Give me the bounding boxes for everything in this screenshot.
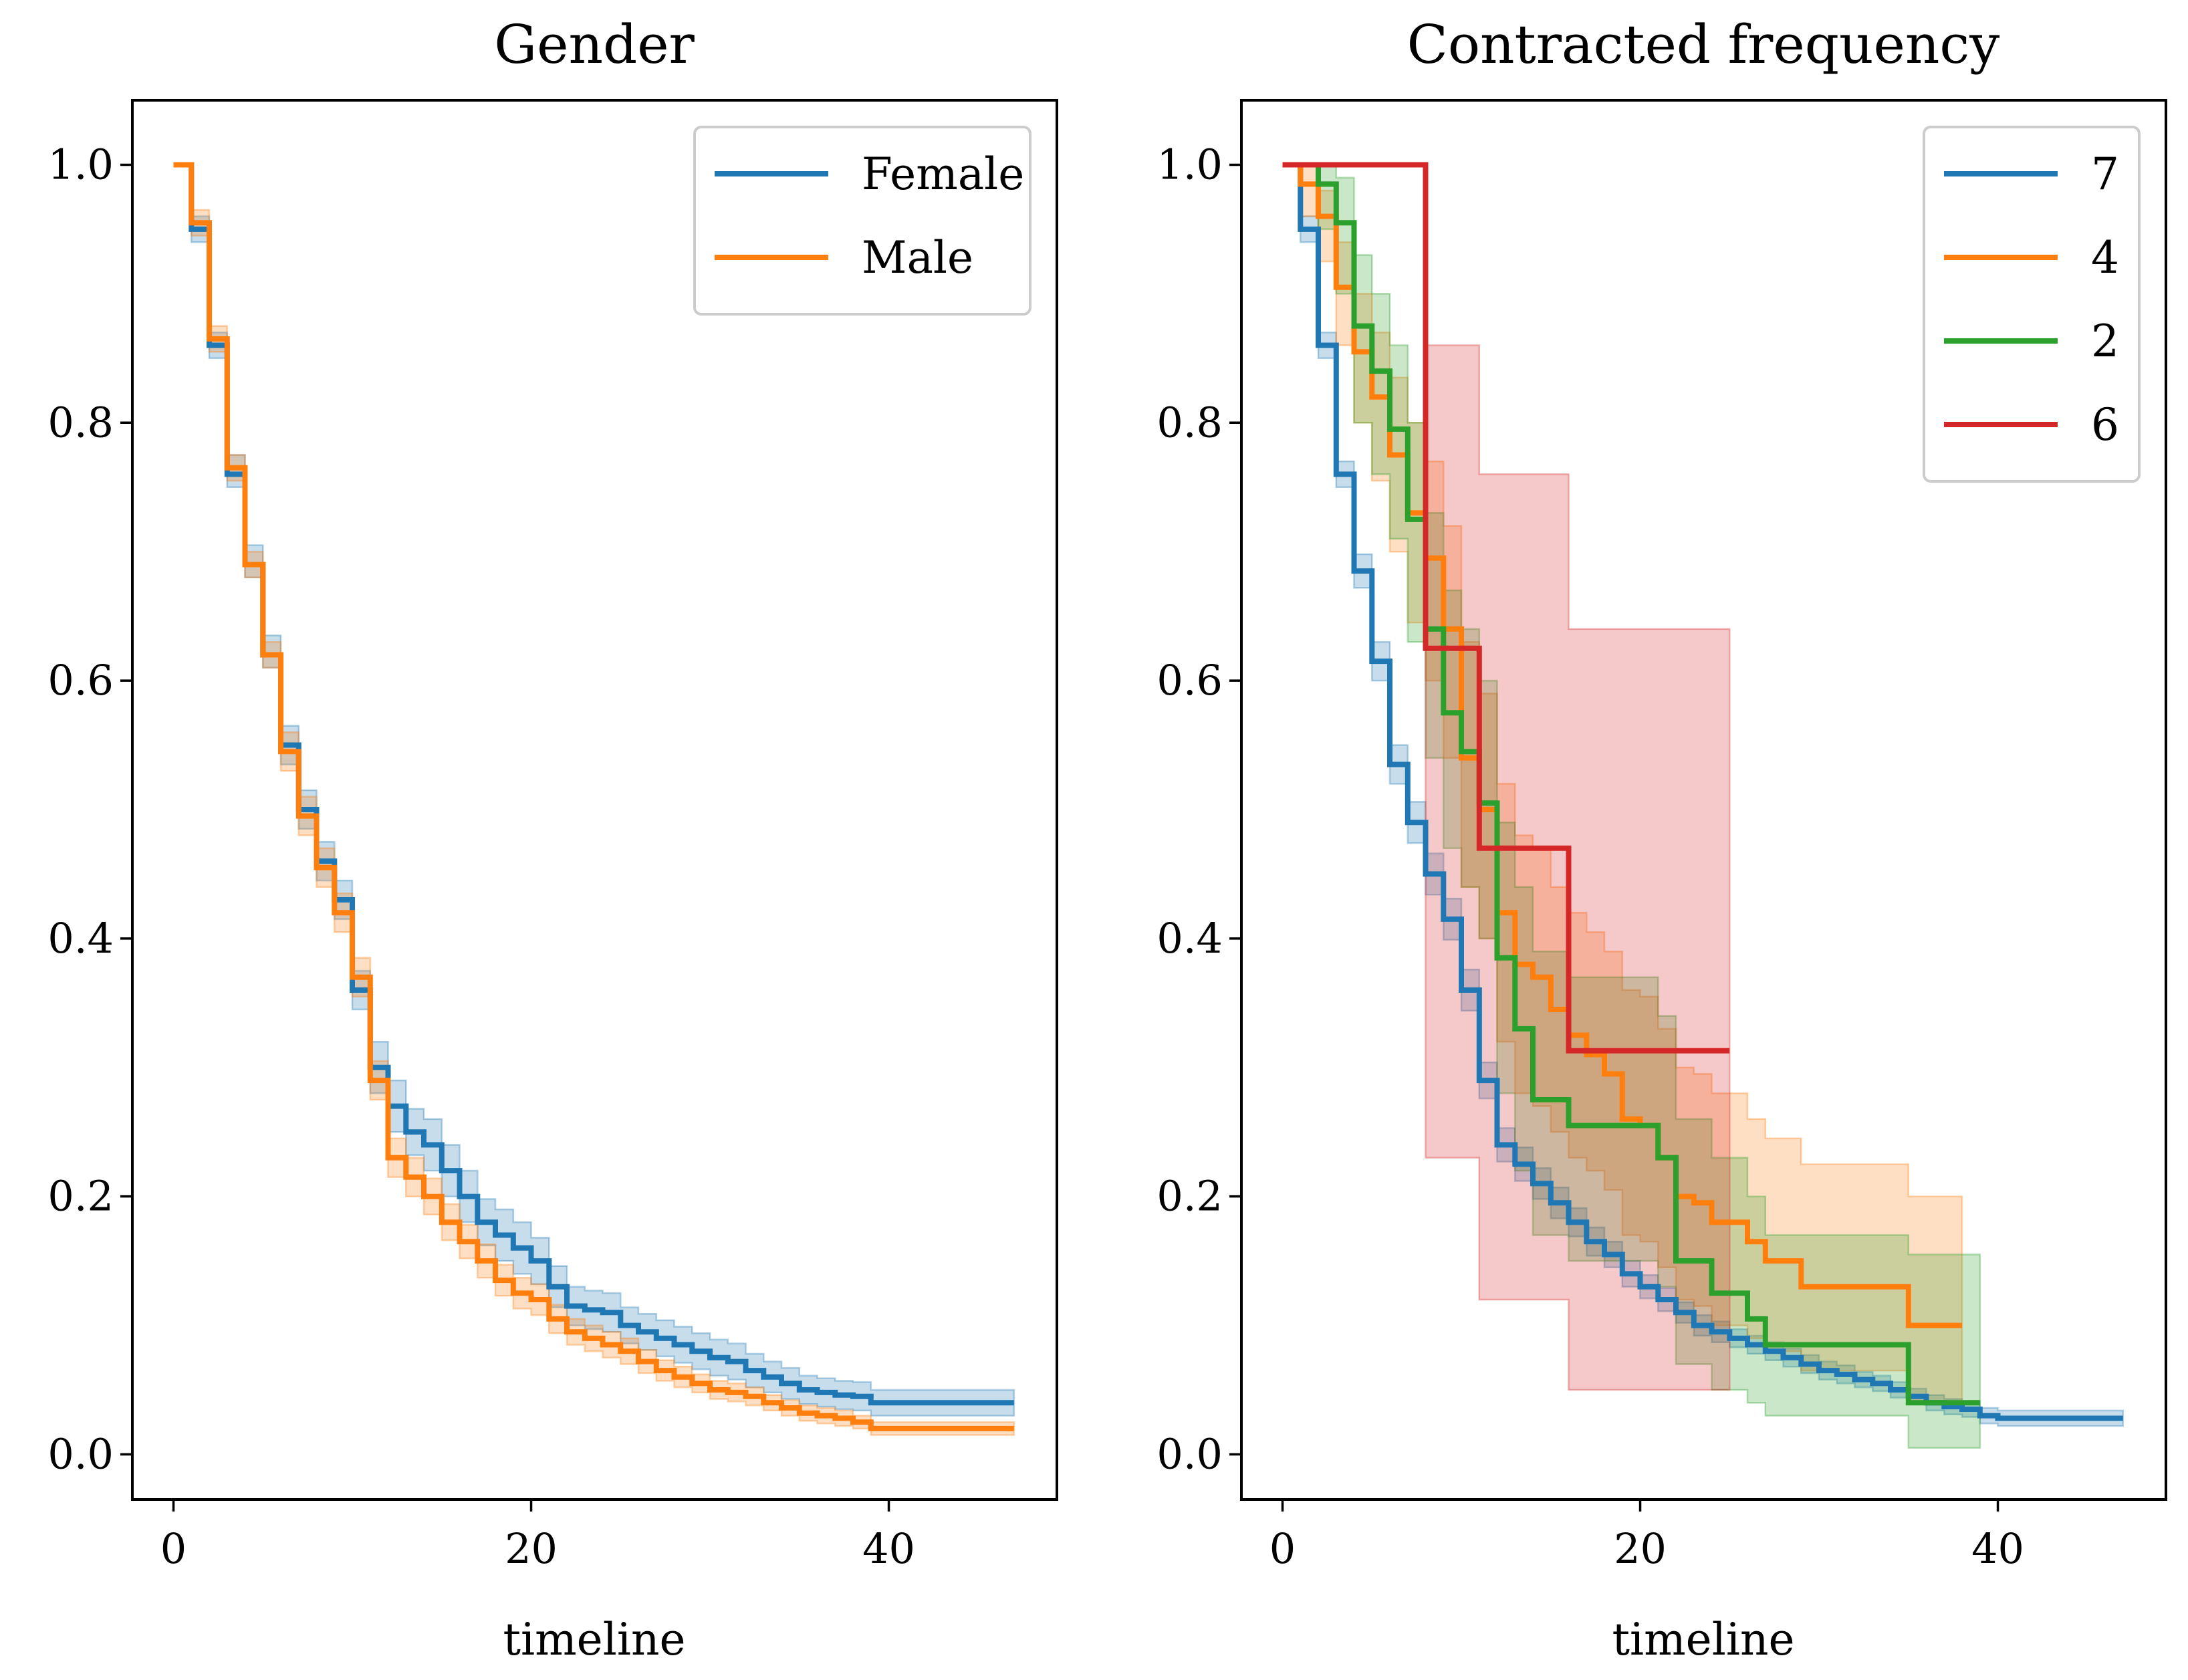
y-tick-label: 0.2 xyxy=(1157,1172,1223,1221)
x-tick-label: 0 xyxy=(160,1524,187,1573)
legend-label-4: 4 xyxy=(2091,232,2119,283)
legend-label-7: 7 xyxy=(2091,148,2119,200)
y-tick-label: 0.8 xyxy=(47,398,114,447)
plot-frame xyxy=(131,99,1058,1501)
chart-title: Contracted frequency xyxy=(1407,13,2000,76)
y-tick-label: 1.0 xyxy=(47,140,114,189)
legend: 7 4 2 6 xyxy=(1923,126,2141,483)
series-line-2 xyxy=(1282,162,1980,1406)
legend-label-2: 2 xyxy=(2091,316,2119,367)
x-axis-ticks: 0 20 40 xyxy=(1269,1499,2024,1573)
y-tick-label: 0.0 xyxy=(47,1429,114,1478)
chart-title: Gender xyxy=(494,13,695,76)
x-tick-label: 40 xyxy=(1971,1524,2024,1573)
legend-box xyxy=(1923,126,2141,483)
survival-lines xyxy=(1282,162,2123,1421)
x-tick-label: 20 xyxy=(505,1524,558,1573)
y-tick-label: 0.6 xyxy=(1157,656,1223,705)
y-tick-label: 1.0 xyxy=(1157,140,1223,189)
survival-lines xyxy=(173,162,1014,1431)
y-tick-label: 0.2 xyxy=(47,1172,114,1221)
y-tick-label: 0.6 xyxy=(47,656,114,705)
series-line-male xyxy=(173,162,1014,1431)
ci-band-6 xyxy=(1282,164,1731,1391)
x-tick-label: 40 xyxy=(862,1524,915,1573)
contracted-frequency-panel: Contracted frequency 0.00.20.40.60.81.0 … xyxy=(1157,13,2167,1665)
y-tick-label: 0.8 xyxy=(1157,398,1223,447)
y-tick-label: 0.4 xyxy=(1157,914,1223,963)
x-axis-ticks: 0 20 40 xyxy=(160,1499,915,1573)
y-tick-label: 0.4 xyxy=(47,914,114,963)
plot-frame xyxy=(1240,99,2167,1501)
legend-label-male: Male xyxy=(862,232,973,283)
x-tick-label: 20 xyxy=(1614,1524,1667,1573)
y-tick-label: 0.0 xyxy=(1157,1429,1223,1478)
legend: Female Male xyxy=(693,126,1031,316)
x-axis-label: timeline xyxy=(503,1614,685,1665)
series-line-6 xyxy=(1282,162,1730,1054)
legend-label-female: Female xyxy=(862,148,1024,200)
x-tick-label: 0 xyxy=(1269,1524,1296,1573)
y-axis-ticks: 0.0 0.2 0.4 0.6 0.8 1.0 xyxy=(47,140,132,1478)
y-axis-ticks: 0.0 0.2 0.4 0.6 0.8 1.0 xyxy=(1157,140,1241,1478)
legend-label-6: 6 xyxy=(2091,399,2119,451)
x-axis-label: timeline xyxy=(1612,1614,1794,1665)
series-line-7 xyxy=(1282,162,2123,1421)
gender-panel: Gender 0.0 0.2 0.4 0.6 0.8 1.0 0 20 40 timeline… xyxy=(47,13,1058,1665)
